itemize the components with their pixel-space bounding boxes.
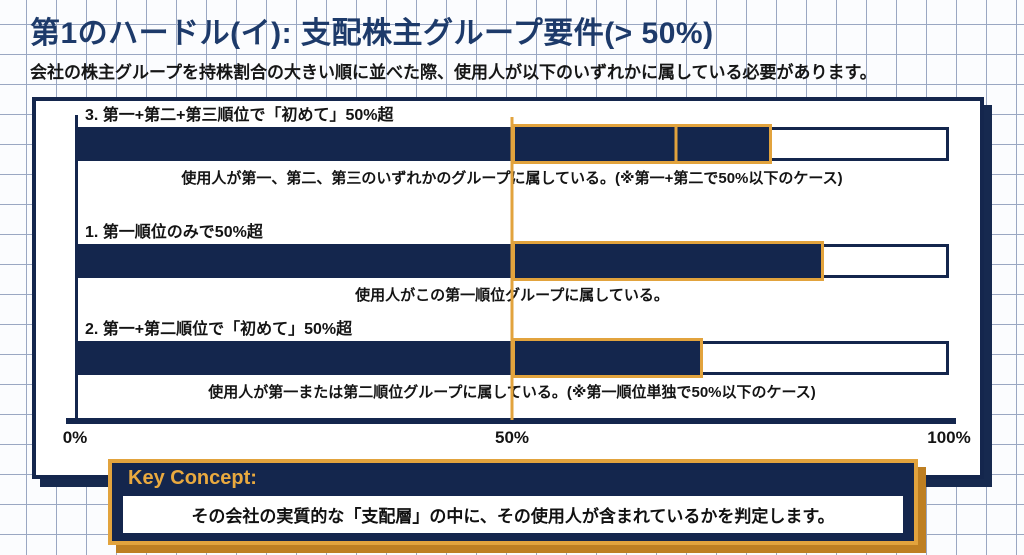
page-subtitle: 会社の株主グループを持株割合の大きい順に並べた際、使用人が以下のいずれかに属して… xyxy=(30,63,877,82)
scenario-label: 2. 第一+第二順位で「初めて」50%超 xyxy=(85,321,353,338)
chart-panel: 0% 50% 100% 1. 第一順位のみで50%超 使用人がこの第一順位グルー… xyxy=(32,97,984,479)
x-axis-line xyxy=(66,418,956,424)
highlight-box xyxy=(512,241,825,281)
axis-tick-0: 0% xyxy=(62,428,88,447)
key-concept-header: Key Concept: xyxy=(128,467,257,489)
page-title: 第1のハードル(イ): 支配株主グループ要件(> 50%) xyxy=(30,17,714,50)
highlight-box xyxy=(512,124,773,164)
highlight-box xyxy=(512,338,703,378)
scenario-label: 1. 第一順位のみで50%超 xyxy=(85,224,263,241)
threshold-50pct-line xyxy=(510,117,514,420)
highlight-divider xyxy=(674,127,678,161)
key-concept-body: その会社の実質的な「支配層」の中に、その使用人が含まれているかを判定します。 xyxy=(121,494,905,535)
scenario-label: 3. 第一+第二+第三順位で「初めて」50%超 xyxy=(85,107,394,124)
bar-fill xyxy=(78,130,773,158)
axis-tick-50: 50% xyxy=(494,428,530,447)
axis-tick-100: 100% xyxy=(927,428,971,447)
bar-fill xyxy=(78,247,825,275)
bar-fill xyxy=(78,344,703,372)
chart-area: 0% 50% 100% 1. 第一順位のみで50%超 使用人がこの第一順位グルー… xyxy=(63,101,971,447)
key-concept-box: Key Concept: その会社の実質的な「支配層」の中に、その使用人が含まれ… xyxy=(108,459,918,545)
